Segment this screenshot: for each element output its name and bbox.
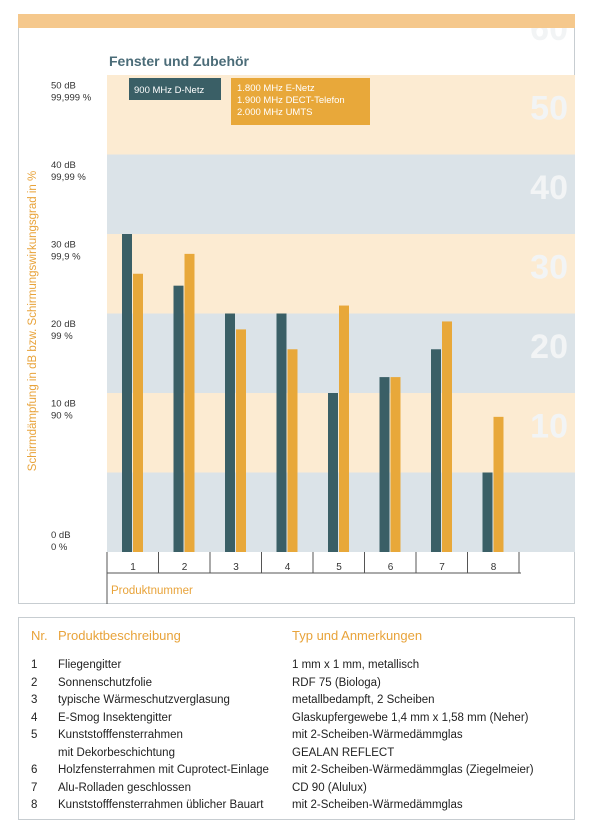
legend-label-line-3: 2.000 MHz UMTS [237,107,313,118]
bar-series2-product-4 [287,349,298,552]
band-40-50 [107,154,575,234]
bar-series1-product-1 [122,234,132,552]
table-row: 6 Holzfensterrahmen mit Cuprotect-Einlage… [19,764,574,780]
bar-series1-product-3 [225,313,235,552]
row-description: E-Smog Insektengitter [58,711,172,724]
row-number: 4 [31,711,38,724]
row-number: 8 [31,799,38,811]
y-tick-db-20: 20 dB [51,319,76,330]
legend-label-900mhz: 900 MHz D-Netz [134,85,204,96]
bar-series2-product-8 [493,416,504,552]
bar-series1-product-5 [328,393,338,552]
row-number: 2 [31,676,38,689]
row-description: Kunststofffensterrahmen [58,729,183,741]
x-tick-label-3: 3 [233,562,239,573]
x-tick-label-5: 5 [336,562,342,573]
row-type: Glaskupfergewebe 1,4 mm x 1,58 mm (Neher… [292,711,529,724]
y-tick-pct-50: 99,999 % [51,93,92,104]
bar-series2-product-7 [442,321,452,552]
watermark-tick-30: 30 [530,249,568,287]
row-type: 1 mm x 1 mm, metallisch [292,659,420,671]
row-type: mit 2-Scheiben-Wärmedämmglas [292,729,463,741]
x-tick-label-1: 1 [130,562,136,573]
row-type: CD 90 (Alulux) [292,781,367,794]
row-type: GEALAN REFLECT [292,746,395,759]
row-number: 6 [31,764,38,776]
y-tick-db-40: 40 dB [51,160,76,171]
table-row: 4 E-Smog Insektengitter Glaskupfergewebe 1… [19,712,574,728]
x-tick-label-6: 6 [388,562,394,573]
bar-series1-product-4 [276,313,287,552]
y-tick-pct-20: 99 % [51,331,73,342]
row-description: typische Wärmeschutzverglasung [58,694,230,706]
bar-series2-product-1 [133,273,143,552]
bar-series2-product-2 [184,253,195,552]
x-tick-label-2: 2 [182,562,188,573]
table-row: mit Dekorbeschichtung GEALAN REFLECT [19,747,574,763]
bar-series1-product-6 [379,377,390,552]
table-row: 8 Kunststofffensterrahmen üblicher Bauart… [19,799,574,815]
row-description: Holzfensterrahmen mit Cuprotect-Einlage [58,764,269,776]
header-type: Typ und Anmerkungen [292,628,423,643]
table-row: 7 Alu-Rolladen geschlossen CD 90 (Alulux) [19,782,574,798]
x-axis-label: Produktnummer [111,585,193,597]
bar-series1-product-8 [482,472,493,552]
row-description: Sonnenschutzfolie [58,676,152,689]
y-tick-db-10: 10 dB [51,399,76,410]
row-number: 3 [31,694,38,706]
legend-swatch-1800mhz [231,78,370,125]
x-tick-label-8: 8 [491,562,497,573]
table-row: 1 Fliegengitter 1 mm x 1 mm, metallisch [19,659,574,675]
table-row: 3 typische Wärmeschutzverglasung metallbed… [19,694,574,710]
y-tick-db-50: 50 dB [51,81,76,92]
row-type: metallbedampft, 2 Scheiben [292,694,435,706]
row-number: 1 [31,659,38,671]
legend-label-line-1: 1.800 MHz E-Netz [237,83,315,94]
header-nr: Nr. [31,628,48,643]
row-description: mit Dekorbeschichtung [58,746,175,759]
y-tick-pct-40: 99,99 % [51,172,86,183]
row-description: Alu-Rolladen geschlossen [58,781,191,794]
legend-swatch-900mhz [129,78,221,100]
row-number: 5 [31,729,38,741]
top-accent-bar [18,14,575,28]
table-row: 5 Kunststofffensterrahmen mit 2-Scheiben-W… [19,729,574,745]
y-tick-db-0: 0 dB [51,530,71,541]
chart-title: Fenster und Zubehör [109,53,250,69]
legend-label-line-2: 1.900 MHz DECT-Telefon [237,95,345,106]
row-type: mit 2-Scheiben-Wärmedämmglas [292,799,463,811]
x-tick-label-4: 4 [285,562,291,573]
watermark-tick-40: 40 [530,169,568,207]
watermark-tick-60: 60 [530,28,568,48]
watermark-tick-20: 20 [530,328,568,366]
row-description: Fliegengitter [58,659,122,671]
table-row: 2 Sonnenschutzfolie RDF 75 (Biologa) [19,677,574,693]
watermark-tick-50: 50 [530,90,568,128]
y-axis-label: Schirmdämpfung in dB bzw. Schirmungswirk… [27,171,39,471]
product-table: Nr. Produktbeschreibung Typ und Anmerkun… [18,617,575,820]
y-tick-pct-30: 99,9 % [51,252,81,263]
row-number: 7 [31,781,38,794]
bar-series2-product-6 [390,377,401,552]
x-tick-label-7: 7 [439,562,445,573]
bar-series2-product-3 [236,329,246,552]
row-type: mit 2-Scheiben-Wärmedämmglas (Ziegelmeie… [292,764,534,776]
y-tick-pct-10: 90 % [51,411,73,422]
watermark-tick-10: 10 [530,408,568,446]
row-description: Kunststofffensterrahmen üblicher Bauart [58,799,264,811]
y-tick-pct-0: 0 % [51,542,68,553]
header-description: Produktbeschreibung [58,628,181,643]
bar-series1-product-7 [431,349,441,552]
bar-series1-product-2 [173,285,184,552]
row-type: RDF 75 (Biologa) [292,676,381,689]
y-tick-db-30: 30 dB [51,240,76,251]
bar-series2-product-5 [339,305,349,552]
